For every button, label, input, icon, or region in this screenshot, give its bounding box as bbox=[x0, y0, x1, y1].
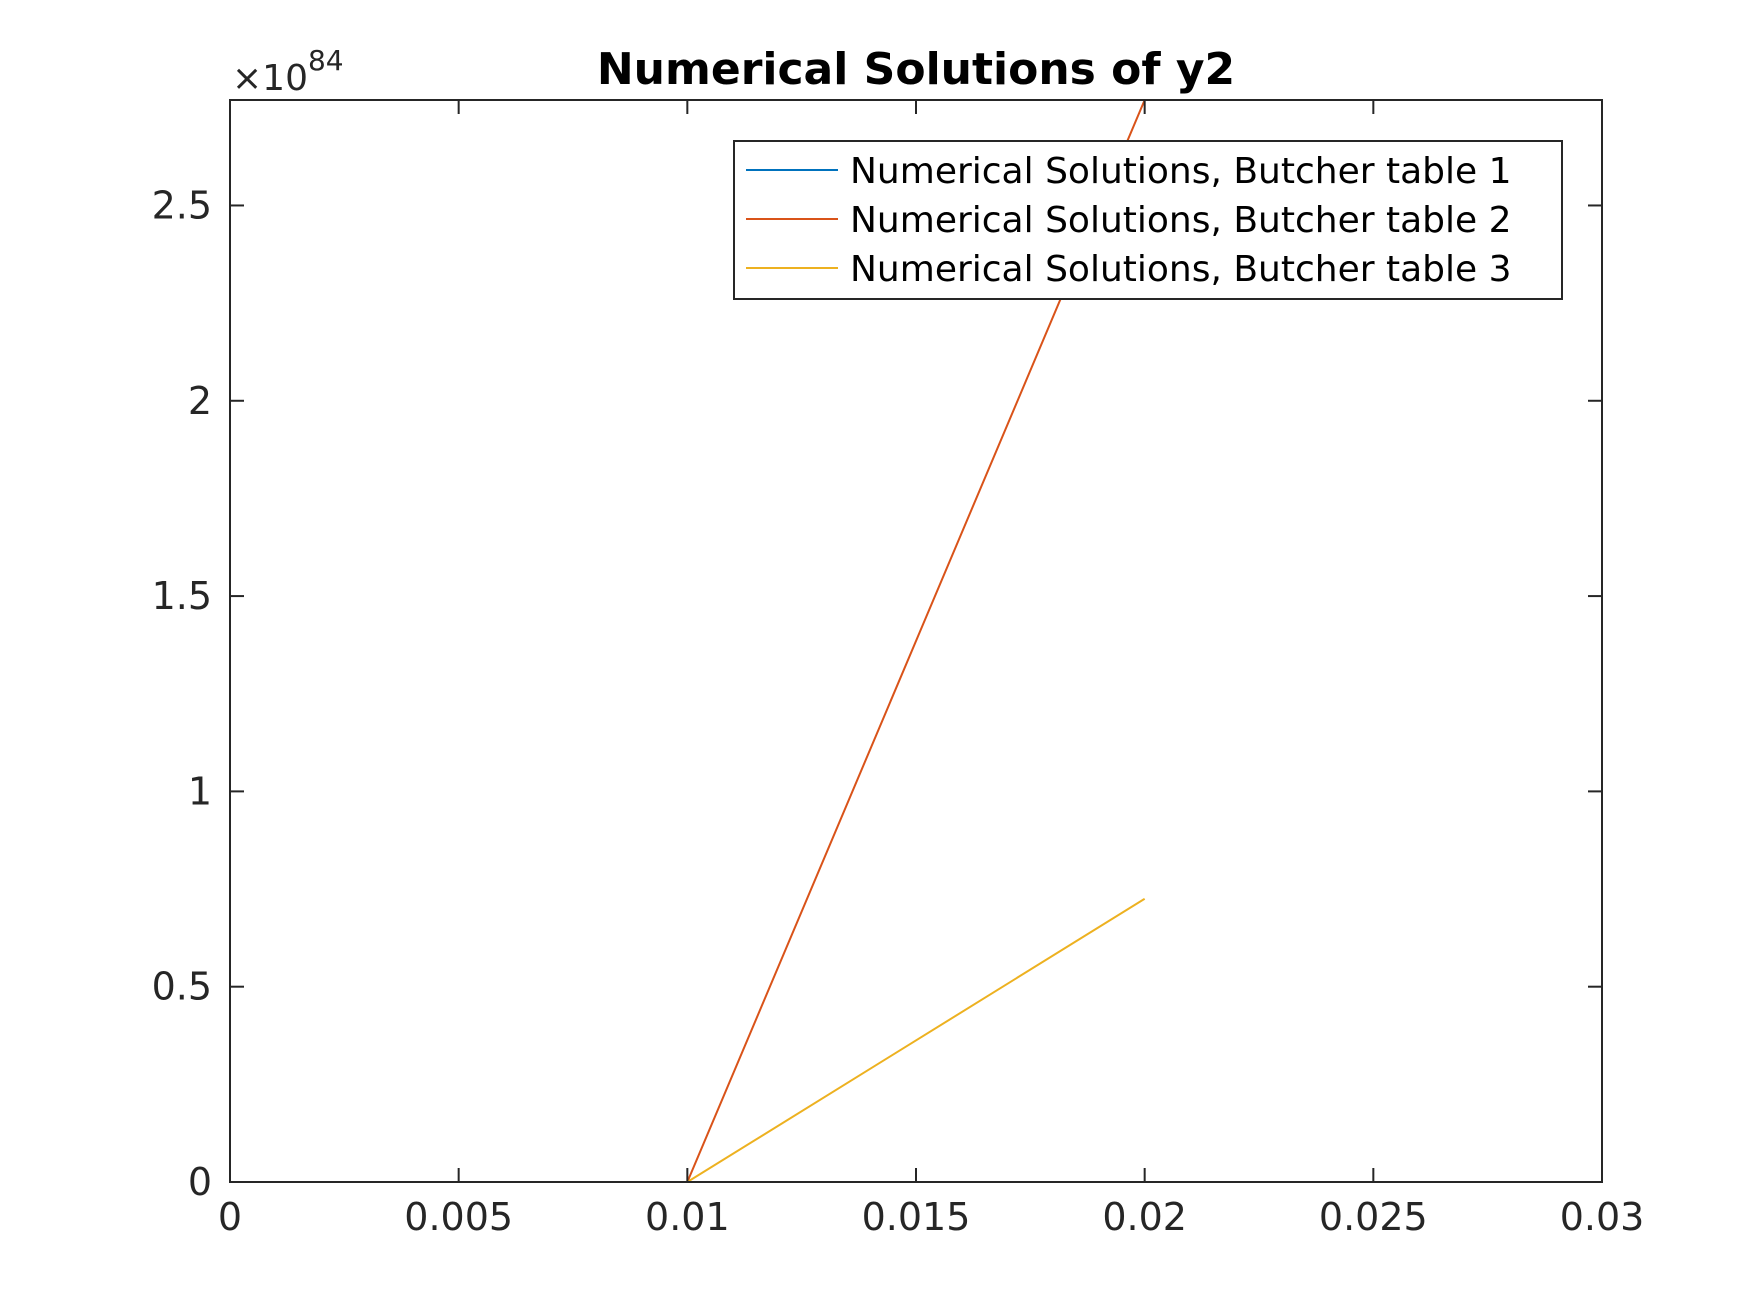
series-line-3 bbox=[230, 897, 1146, 1182]
y-tick-label: 1.5 bbox=[152, 574, 212, 618]
x-tick-label: 0.01 bbox=[645, 1195, 730, 1239]
x-tick-label: 0.03 bbox=[1560, 1195, 1645, 1239]
x-tick-label: 0.015 bbox=[862, 1195, 971, 1239]
legend-label-1: Numerical Solutions, Butcher table 1 bbox=[850, 151, 1512, 192]
legend-box bbox=[733, 140, 1563, 300]
x-tick-label: 0.025 bbox=[1319, 1195, 1428, 1239]
legend: Numerical Solutions, Butcher table 1 Nume… bbox=[733, 140, 1563, 300]
y-tick-label: 1 bbox=[188, 769, 212, 813]
series-layer bbox=[230, 100, 1602, 1182]
y-exponent-label: ×1084 bbox=[232, 44, 344, 99]
chart-title: Numerical Solutions of y2 bbox=[597, 44, 1235, 95]
y-tick-label: 2.5 bbox=[152, 183, 212, 227]
series-line-2 bbox=[230, 100, 1146, 1182]
x-tick-label: 0.005 bbox=[404, 1195, 513, 1239]
y-tick-label: 0 bbox=[188, 1160, 212, 1204]
x-tick-label: 0.02 bbox=[1102, 1195, 1187, 1239]
y-tick-label: 0.5 bbox=[152, 965, 212, 1009]
legend-label-3: Numerical Solutions, Butcher table 3 bbox=[850, 249, 1512, 290]
y-tick-label: 2 bbox=[188, 379, 212, 423]
ticks-layer bbox=[229, 100, 1603, 1183]
y-exponent-power: 84 bbox=[308, 44, 344, 77]
y-exponent-prefix: ×10 bbox=[232, 58, 308, 99]
tick-labels-layer: 0 0.005 0.01 0.015 0.02 0.025 0.03 0 0.5 1 1.5 2 2.5 bbox=[152, 183, 1645, 1239]
legend-label-2: Numerical Solutions, Butcher table 2 bbox=[850, 200, 1512, 241]
x-tick-label: 0 bbox=[218, 1195, 242, 1239]
